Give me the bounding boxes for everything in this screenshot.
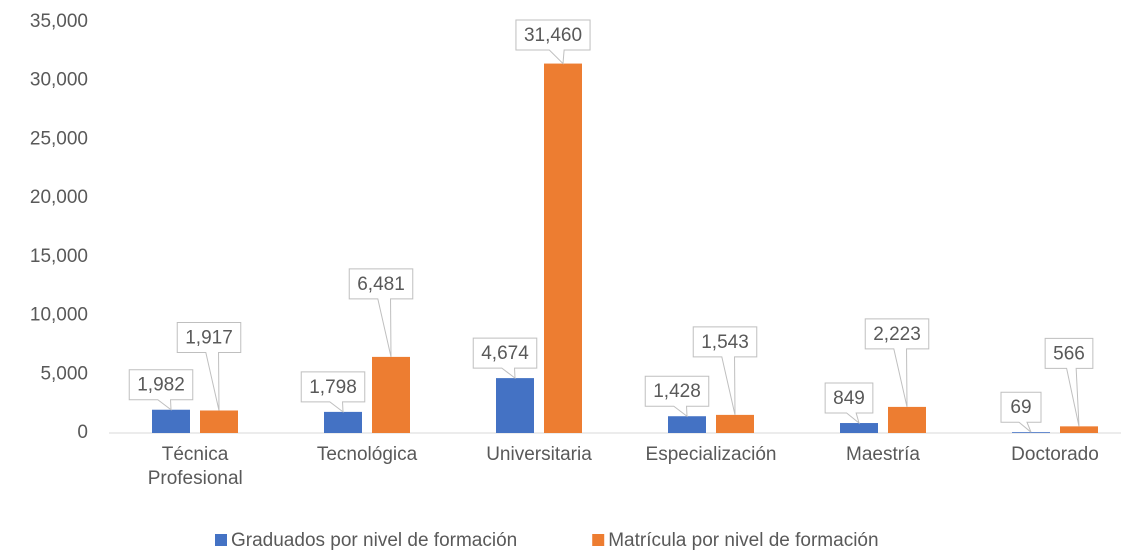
data-label: 69 bbox=[1000, 391, 1042, 433]
data-label: 1,982 bbox=[128, 369, 194, 411]
y-tick-label: 5,000 bbox=[40, 363, 88, 384]
bar bbox=[200, 410, 238, 433]
data-label: 1,428 bbox=[644, 375, 710, 418]
x-tick-label: Universitaria bbox=[486, 444, 592, 465]
data-label: 566 bbox=[1044, 337, 1094, 427]
bar bbox=[324, 411, 362, 433]
callout bbox=[300, 371, 366, 413]
y-tick-label: 35,000 bbox=[30, 11, 88, 32]
callout bbox=[1000, 391, 1042, 433]
legend-swatch bbox=[592, 534, 605, 546]
data-label-text: 1,543 bbox=[701, 332, 749, 353]
data-label-text: 566 bbox=[1053, 343, 1085, 364]
data-label: 1,798 bbox=[300, 371, 366, 413]
callout bbox=[128, 369, 194, 411]
data-label: 1,917 bbox=[176, 321, 242, 411]
callout bbox=[176, 321, 242, 411]
bar bbox=[152, 409, 190, 433]
data-label: 4,674 bbox=[472, 337, 538, 380]
callout bbox=[824, 382, 874, 425]
y-tick-label: 10,000 bbox=[30, 305, 88, 326]
bar bbox=[668, 416, 706, 433]
x-tick-label: Tecnológica bbox=[316, 444, 418, 465]
callout bbox=[515, 19, 591, 65]
data-label-text: 6,481 bbox=[357, 274, 405, 295]
y-tick-label: 0 bbox=[77, 422, 88, 443]
x-tick-label-box: Doctorado bbox=[1011, 444, 1099, 465]
y-tick-label: 30,000 bbox=[30, 70, 88, 91]
callout bbox=[864, 318, 930, 408]
callout bbox=[348, 268, 414, 358]
bar bbox=[1060, 426, 1098, 433]
data-label: 849 bbox=[824, 382, 874, 425]
callout bbox=[472, 337, 538, 380]
x-tick-label: Maestría bbox=[846, 444, 920, 465]
legend-swatch bbox=[215, 534, 227, 546]
data-label: 6,481 bbox=[348, 268, 414, 358]
x-tick-label: Técnica Profesional bbox=[147, 444, 243, 489]
bar bbox=[372, 356, 410, 433]
callout bbox=[1044, 337, 1094, 427]
y-tick-label: 20,000 bbox=[30, 187, 88, 208]
x-tick-label-box: Universitaria bbox=[486, 444, 592, 465]
data-label-text: 1,798 bbox=[309, 377, 357, 398]
bar bbox=[840, 423, 878, 433]
data-label: 2,223 bbox=[864, 318, 930, 408]
data-label: 1,543 bbox=[692, 326, 758, 415]
data-label-text: 1,917 bbox=[185, 328, 233, 349]
callout bbox=[692, 326, 758, 415]
data-label-text: 4,674 bbox=[481, 343, 529, 364]
bar bbox=[544, 63, 582, 434]
data-label-text: 1,982 bbox=[137, 375, 185, 396]
bar bbox=[716, 414, 754, 433]
y-tick-label: 15,000 bbox=[30, 246, 88, 267]
x-tick-label: Especialización bbox=[645, 444, 777, 465]
bar bbox=[888, 406, 926, 433]
data-label-text: 31,460 bbox=[524, 25, 582, 46]
data-label: 31,460 bbox=[515, 19, 591, 65]
x-tick-label-box: Maestría bbox=[846, 444, 920, 465]
bar bbox=[496, 378, 534, 433]
x-tick-label: Doctorado bbox=[1011, 444, 1099, 465]
data-label-text: 2,223 bbox=[873, 324, 921, 345]
data-label-text: 849 bbox=[833, 388, 865, 409]
data-label-text: 69 bbox=[1010, 397, 1031, 418]
x-tick-label-box: Especialización bbox=[645, 444, 777, 465]
y-tick-label: 25,000 bbox=[30, 128, 88, 149]
bar bbox=[1012, 432, 1050, 433]
data-label-text: 1,428 bbox=[653, 381, 701, 402]
legend-label: Graduados por nivel de formación bbox=[231, 530, 517, 551]
legend-label: Matrícula por nivel de formación bbox=[608, 530, 878, 551]
x-tick-label-box: Tecnológica bbox=[316, 444, 418, 465]
x-tick-label-box: Técnica Profesional bbox=[147, 444, 243, 489]
callout bbox=[644, 375, 710, 418]
